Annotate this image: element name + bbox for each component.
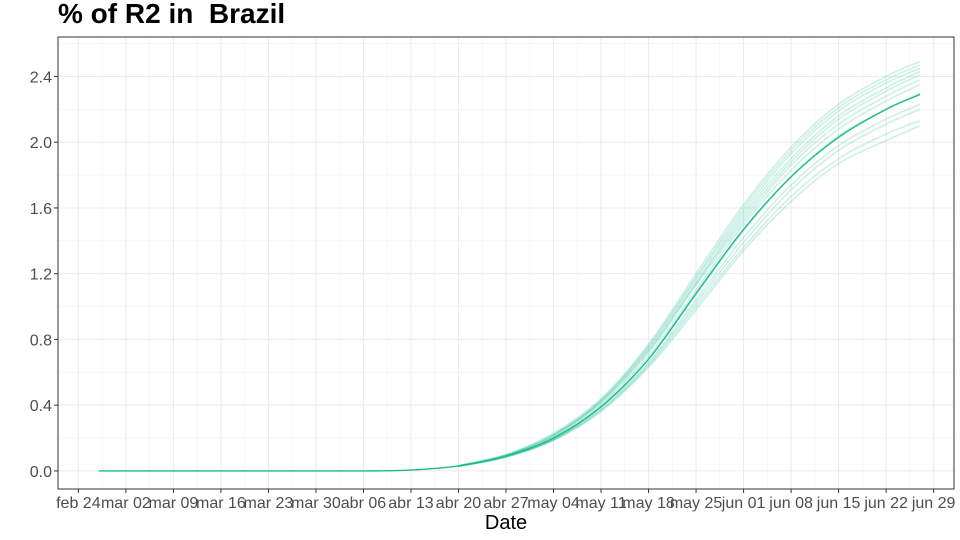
- x-tick-label: abr 13: [388, 495, 433, 512]
- central-series-line: [98, 93, 921, 472]
- x-tick-label: abr 20: [436, 495, 481, 512]
- x-tick-label: abr 06: [341, 495, 386, 512]
- x-tick-label: may 18: [622, 495, 675, 512]
- y-tick-label: 1.2: [30, 267, 52, 284]
- sample-series-line-8: [458, 108, 921, 468]
- chart-title: % of R2 in Brazil: [58, 0, 286, 29]
- x-tick-label: mar 02: [101, 495, 151, 512]
- y-axis: 0.0 0.4 0.8 1.2 1.6 2.0 2.4: [30, 69, 58, 481]
- sample-series-line-4: [458, 70, 921, 467]
- grid-major-lines: [58, 37, 954, 489]
- sample-series-line-3: [458, 74, 921, 467]
- sample-series-line-10: [458, 125, 921, 468]
- y-tick-label: 0.4: [30, 398, 52, 415]
- x-tick-label: mar 30: [291, 495, 341, 512]
- x-tick-label: abr 27: [483, 495, 528, 512]
- x-tick-label: jun 22: [863, 495, 908, 512]
- x-tick-label: mar 16: [196, 495, 246, 512]
- sample-series-line-7: [458, 92, 921, 467]
- sample-series-line-2: [458, 60, 921, 467]
- x-tick-label: jun 29: [911, 495, 956, 512]
- x-tick-label: feb 24: [56, 495, 101, 512]
- y-tick-label: 0.8: [30, 332, 52, 349]
- sample-series-line-12: [458, 64, 921, 467]
- sample-series-line-11: [458, 103, 921, 467]
- x-tick-label: jun 08: [768, 495, 813, 512]
- x-tick-label: may 25: [670, 495, 723, 512]
- y-tick-label: 2.0: [30, 135, 52, 152]
- y-tick-label: 1.6: [30, 201, 52, 218]
- sample-series-line-5: [458, 79, 921, 467]
- y-tick-label: 2.4: [30, 69, 52, 86]
- x-tick-label: mar 23: [244, 495, 294, 512]
- sample-series-line-1: [458, 67, 921, 467]
- sample-series-group: [458, 60, 921, 468]
- sample-series-line-9: [458, 120, 921, 468]
- x-tick-label: may 04: [527, 495, 580, 512]
- x-tick-label: jun 15: [816, 495, 861, 512]
- y-tick-label: 0.0: [30, 464, 52, 481]
- x-tick-label: may 11: [575, 495, 626, 512]
- x-axis-title: Date: [485, 512, 527, 534]
- x-tick-label: mar 09: [148, 495, 198, 512]
- central-series-group: [98, 93, 921, 472]
- x-tick-label: jun 01: [721, 495, 766, 512]
